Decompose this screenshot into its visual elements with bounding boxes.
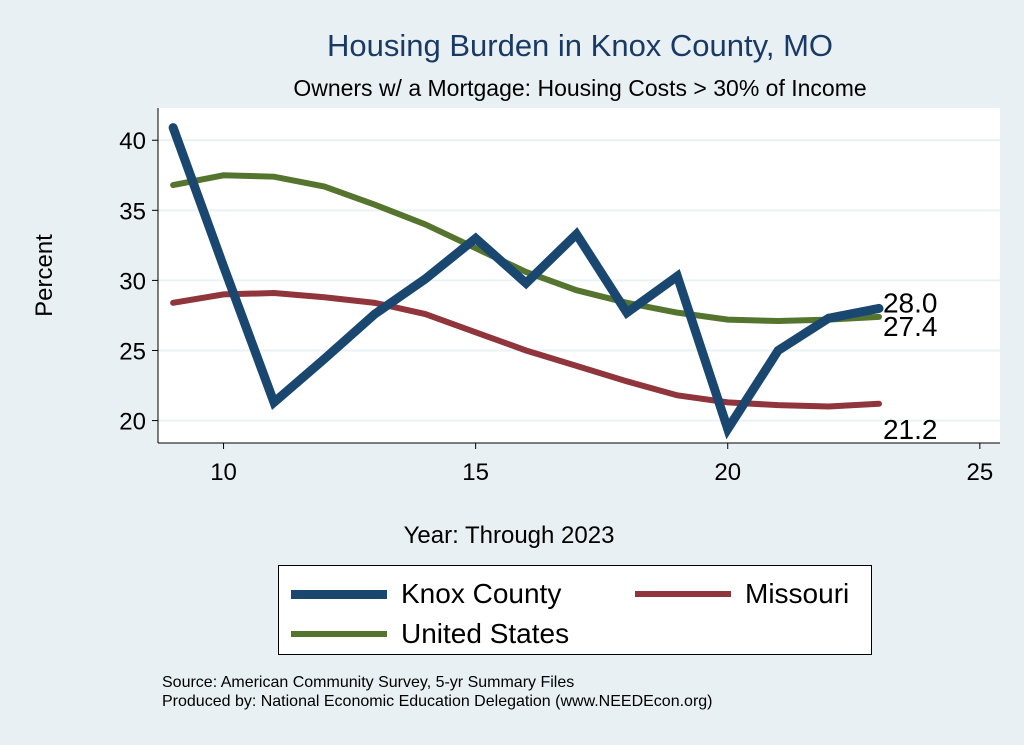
x-tick-label: 15 <box>462 459 489 486</box>
x-axis-label: Year: Through 2023 <box>404 522 615 549</box>
end-label-united-states: 27.4 <box>883 311 938 342</box>
end-label-missouri: 21.2 <box>883 414 938 445</box>
y-tick-label: 25 <box>119 338 146 365</box>
x-tick-label: 10 <box>210 459 237 486</box>
produced-by-text: Produced by: National Economic Education… <box>162 693 713 710</box>
series-line-missouri <box>170 290 882 410</box>
source-note: Source: American Community Survey, 5-yr … <box>162 673 713 711</box>
x-tick-label: 25 <box>966 459 993 486</box>
y-tick-label: 20 <box>119 409 146 436</box>
legend-label-us: United States <box>401 618 570 649</box>
source-text: Source: American Community Survey, 5-yr … <box>162 674 575 691</box>
series-line-knox-county <box>168 123 884 440</box>
legend: Knox County Missouri United States <box>278 565 872 655</box>
y-axis-label: Percent <box>31 234 58 317</box>
chart-subtitle: Owners w/ a Mortgage: Housing Costs > 30… <box>293 75 867 101</box>
y-tick-label: 30 <box>119 268 146 295</box>
legend-label-knox: Knox County <box>401 578 562 609</box>
x-tick-label: 20 <box>714 459 741 486</box>
y-tick-label: 40 <box>119 128 146 155</box>
legend-swatch-missouri <box>635 591 731 597</box>
chart-title: Housing Burden in Knox County, MO <box>326 28 834 63</box>
legend-label-missouri: Missouri <box>745 578 850 609</box>
series-line-united-states <box>170 172 882 325</box>
legend-swatch-knox <box>291 590 387 599</box>
end-label-knox-county: 28.0 <box>883 287 938 318</box>
y-tick-label: 35 <box>119 198 146 225</box>
legend-swatch-us <box>291 631 387 637</box>
